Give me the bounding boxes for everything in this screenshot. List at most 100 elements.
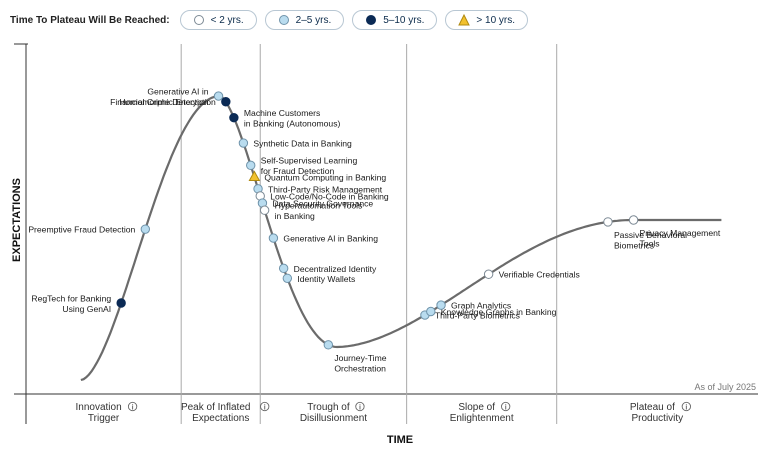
tech-label: Privacy Management bbox=[640, 228, 721, 238]
tech-label: Graph Analytics bbox=[451, 301, 511, 311]
tech-verifiable-credentials[interactable]: Verifiable Credentials bbox=[483, 269, 580, 280]
tech-label: Identity Wallets bbox=[297, 274, 355, 284]
tech-label: Low-Code/No-Code in Banking bbox=[270, 191, 389, 201]
tech-label: Hyperautomation Tools bbox=[275, 200, 363, 210]
tech-label: Preemptive Fraud Detection bbox=[28, 225, 135, 235]
tech-marker[interactable] bbox=[483, 269, 494, 279]
tech-label: Third-Party Risk Management bbox=[268, 184, 383, 194]
phase-label-line2: Trigger bbox=[88, 413, 120, 424]
tech-generative-ai-in-banking[interactable]: Generative AI in Banking bbox=[268, 233, 378, 244]
tech-marker[interactable] bbox=[426, 306, 436, 317]
tech-marker[interactable] bbox=[282, 273, 293, 283]
x-axis-label: TIME bbox=[387, 434, 413, 446]
phase-label-line1: Innovation bbox=[76, 402, 122, 413]
tech-marker[interactable] bbox=[436, 300, 446, 310]
phase-label-line2: Enlightenment bbox=[450, 413, 514, 424]
tech-marker[interactable] bbox=[229, 112, 239, 123]
info-icon[interactable]: i bbox=[355, 401, 365, 411]
tech-label: Verifiable Credentials bbox=[499, 270, 580, 280]
tech-label: in Banking bbox=[275, 211, 315, 221]
tech-label: Homomorphic Encryption bbox=[119, 97, 216, 107]
tech-label: Biometrics bbox=[614, 240, 654, 250]
hype-curve bbox=[80, 94, 722, 382]
phase-label-line1: Peak of Inflated bbox=[181, 402, 251, 413]
as-of-date: As of July 2025 bbox=[694, 382, 756, 392]
tech-label: Synthetic Data in Banking bbox=[253, 139, 352, 149]
tech-marker[interactable] bbox=[259, 205, 270, 215]
phase-label-line2: Productivity bbox=[632, 413, 684, 424]
svg-text:i: i bbox=[359, 404, 361, 411]
tech-label: in Banking (Autonomous) bbox=[244, 118, 341, 128]
tech-knowledge-graphs-in-banking[interactable]: Knowledge Graphs in Banking bbox=[426, 306, 557, 317]
tech-label: Orchestration bbox=[334, 363, 386, 373]
svg-text:i: i bbox=[132, 404, 134, 411]
tech-label: Financial Crime Detection bbox=[110, 97, 209, 107]
tech-marker[interactable] bbox=[278, 263, 289, 274]
tech-marker[interactable] bbox=[248, 170, 261, 181]
legend-marker-lt2 bbox=[193, 15, 204, 25]
tech-homomorphic-encryption[interactable]: Homomorphic Encryption bbox=[119, 97, 231, 107]
legend-marker-2to5 bbox=[278, 15, 289, 25]
tech-label: Knowledge Graphs in Banking bbox=[441, 307, 557, 317]
legend-title: Time To Plateau Will Be Reached: bbox=[10, 14, 170, 26]
tech-label: Generative AI in bbox=[147, 86, 208, 96]
tech-label: for Fraud Detection bbox=[261, 166, 335, 176]
tech-label: Tools bbox=[640, 239, 660, 249]
tech-label: Passive Behavioral bbox=[614, 230, 687, 240]
tech-synthetic-data-in-banking[interactable]: Synthetic Data in Banking bbox=[238, 138, 352, 149]
tech-decentralized-identity[interactable]: Decentralized Identity bbox=[278, 263, 377, 274]
tech-preemptive-fraud-detection[interactable]: Preemptive Fraud Detection bbox=[28, 224, 151, 235]
phase-label-line2: Expectations bbox=[192, 413, 249, 424]
legend-item-2to5: 2–5 yrs. bbox=[264, 10, 345, 30]
tech-label: Using GenAI bbox=[62, 304, 111, 314]
info-icon[interactable]: i bbox=[681, 401, 691, 411]
tech-marker[interactable] bbox=[238, 138, 249, 148]
tech-marker[interactable] bbox=[213, 91, 224, 101]
tech-marker[interactable] bbox=[268, 233, 279, 243]
tech-label: Quantum Computing in Banking bbox=[264, 172, 386, 182]
legend-label: < 2 yrs. bbox=[210, 14, 244, 26]
legend-item-gt10: > 10 yrs. bbox=[445, 10, 529, 30]
tech-label: Generative AI in Banking bbox=[283, 234, 378, 244]
tech-marker[interactable] bbox=[603, 217, 613, 227]
tech-marker[interactable] bbox=[116, 298, 126, 308]
phase-label-line1: Slope of bbox=[458, 402, 495, 413]
legend-marker-5to10 bbox=[366, 15, 377, 25]
info-icon[interactable]: i bbox=[127, 401, 138, 411]
info-icon[interactable]: i bbox=[501, 401, 511, 411]
phase-label-line1: Trough of bbox=[307, 402, 350, 413]
tech-label: Decentralized Identity bbox=[294, 264, 377, 274]
tech-identity-wallets[interactable]: Identity Wallets bbox=[282, 273, 355, 284]
legend: Time To Plateau Will Be Reached: < 2 yrs… bbox=[10, 9, 529, 31]
phase-label-line2: Disillusionment bbox=[300, 413, 367, 424]
phase-label-line1: Plateau of bbox=[630, 402, 675, 413]
tech-marker[interactable] bbox=[221, 97, 231, 107]
tech-marker[interactable] bbox=[140, 224, 151, 234]
legend-label: 5–10 yrs. bbox=[383, 14, 425, 26]
tech-low-code-no-code-in-banking[interactable]: Low-Code/No-Code in Banking bbox=[255, 191, 389, 201]
tech-marker[interactable] bbox=[323, 340, 334, 350]
y-axis-label: EXPECTATIONS bbox=[11, 178, 23, 262]
tech-marker[interactable] bbox=[246, 160, 256, 171]
svg-text:i: i bbox=[505, 404, 507, 411]
legend-item-lt2: < 2 yrs. bbox=[179, 10, 257, 30]
info-icon[interactable]: i bbox=[260, 401, 270, 411]
tech-graph-analytics[interactable]: Graph Analytics bbox=[436, 300, 511, 311]
tech-label: Third-Party Biometrics bbox=[435, 311, 520, 321]
tech-marker[interactable] bbox=[628, 215, 639, 225]
legend-marker-gt10 bbox=[458, 14, 471, 26]
tech-quantum-computing-in-banking[interactable]: Quantum Computing in Banking bbox=[248, 170, 386, 182]
